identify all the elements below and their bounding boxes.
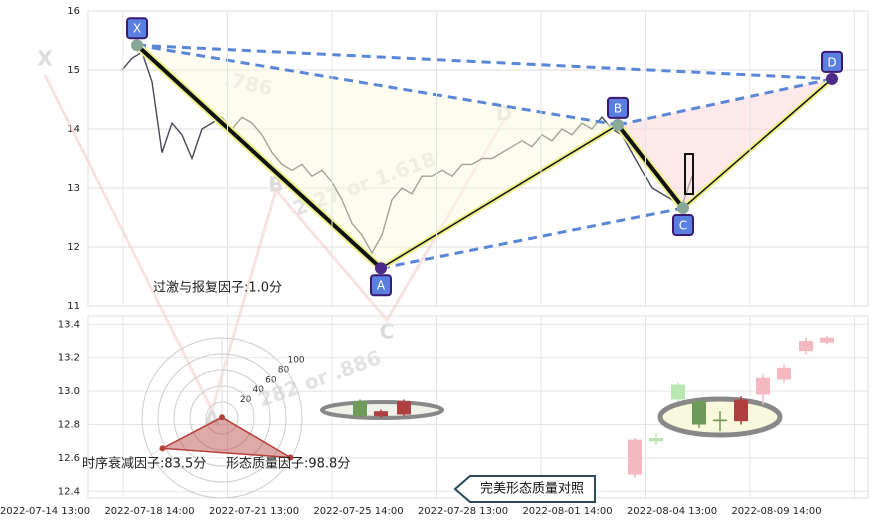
x-tick-label: 2022-07-28 13:00 xyxy=(418,506,508,517)
button-label[interactable]: 完美形态质量对照 xyxy=(480,482,584,497)
pattern-label-box xyxy=(607,96,629,119)
radar-point xyxy=(159,445,166,452)
radar-label: 时序衰减因子:83.5分 xyxy=(82,456,206,472)
candle-body xyxy=(799,341,813,352)
pattern-leg xyxy=(616,123,685,210)
candle-body xyxy=(353,401,367,417)
radar-tick-label: 60 xyxy=(265,375,277,385)
x-tick-label: 2022-07-14 13:00 xyxy=(0,506,90,517)
ghost-label: X xyxy=(37,47,53,71)
pattern-label-box xyxy=(370,274,392,297)
radar-tick-label: 80 xyxy=(278,365,290,375)
y-tick-label: 12.8 xyxy=(58,420,80,431)
candle-body xyxy=(756,377,770,395)
y-tick-label: 13 xyxy=(67,183,80,194)
candle-body xyxy=(777,367,791,380)
x-tick-label: 2022-07-21 13:00 xyxy=(209,506,299,517)
button-shape xyxy=(453,475,596,503)
pattern-label: A xyxy=(377,279,386,293)
x-tick-label: 2022-07-25 14:00 xyxy=(313,506,403,517)
pattern-point xyxy=(375,262,387,275)
ghost-pattern xyxy=(43,74,506,415)
candle-body xyxy=(628,439,642,475)
radar-point xyxy=(287,454,294,461)
pattern-label: D xyxy=(827,55,836,69)
candle-body xyxy=(734,399,748,422)
radar-point xyxy=(219,414,225,421)
pattern-leg xyxy=(380,124,619,269)
x-tick-label: 2022-08-01 14:00 xyxy=(522,506,612,517)
x-tick-label: 2022-08-04 13:00 xyxy=(627,506,717,517)
pattern-dashed-line xyxy=(617,77,833,127)
pattern-label: B xyxy=(614,101,622,115)
y-tick-label: 15 xyxy=(67,65,80,76)
x-tick-label: 2022-08-09 14:00 xyxy=(731,506,821,517)
pattern-point xyxy=(826,72,838,85)
y-tick-label: 12 xyxy=(67,242,80,253)
candle-body xyxy=(649,437,663,442)
candle-body xyxy=(374,411,388,417)
pattern-point xyxy=(677,202,689,215)
y-tick-label: 12.6 xyxy=(58,453,80,464)
pattern-area xyxy=(137,45,618,269)
x-tick-label: 2022-07-18 14:00 xyxy=(104,506,194,517)
y-tick-label: 16 xyxy=(67,6,80,17)
pattern-leg xyxy=(135,43,383,270)
radar-label: 过激与报复因子:1.0分 xyxy=(153,281,282,296)
candle-body xyxy=(397,401,411,415)
candle-body xyxy=(692,401,706,425)
radar-tick-label: 100 xyxy=(287,356,304,366)
pattern-label: C xyxy=(679,219,687,233)
pattern-label: X xyxy=(133,22,141,36)
y-tick-label: 12.4 xyxy=(58,486,80,497)
radar-tick-label: 40 xyxy=(253,385,265,395)
pattern-label-box xyxy=(821,50,843,73)
candle-body xyxy=(820,337,834,343)
pattern-area xyxy=(618,78,832,209)
pattern-dashed-line xyxy=(136,43,833,81)
pattern-dashed-line xyxy=(136,43,619,127)
pattern-label-box xyxy=(126,17,148,40)
y-tick-label: 11 xyxy=(67,301,80,312)
candle-body xyxy=(671,384,685,400)
candle-body xyxy=(713,419,727,422)
pattern-leg xyxy=(682,78,833,209)
ghost-label: C xyxy=(380,320,395,344)
radar-label: 形态质量因子:98.8分 xyxy=(226,457,350,472)
radar-tick-label: 20 xyxy=(240,395,252,405)
y-tick-label: 13.2 xyxy=(58,353,80,364)
y-tick-label: 13.0 xyxy=(58,386,80,397)
pattern-point xyxy=(612,118,624,131)
pattern-label-box xyxy=(672,214,694,237)
highlight-ellipse xyxy=(320,400,444,420)
pattern-dashed-line xyxy=(380,206,684,270)
radar-area xyxy=(159,416,291,459)
pattern-point xyxy=(131,39,143,52)
y-tick-label: 13.4 xyxy=(58,319,80,330)
marker-candle xyxy=(684,153,694,195)
